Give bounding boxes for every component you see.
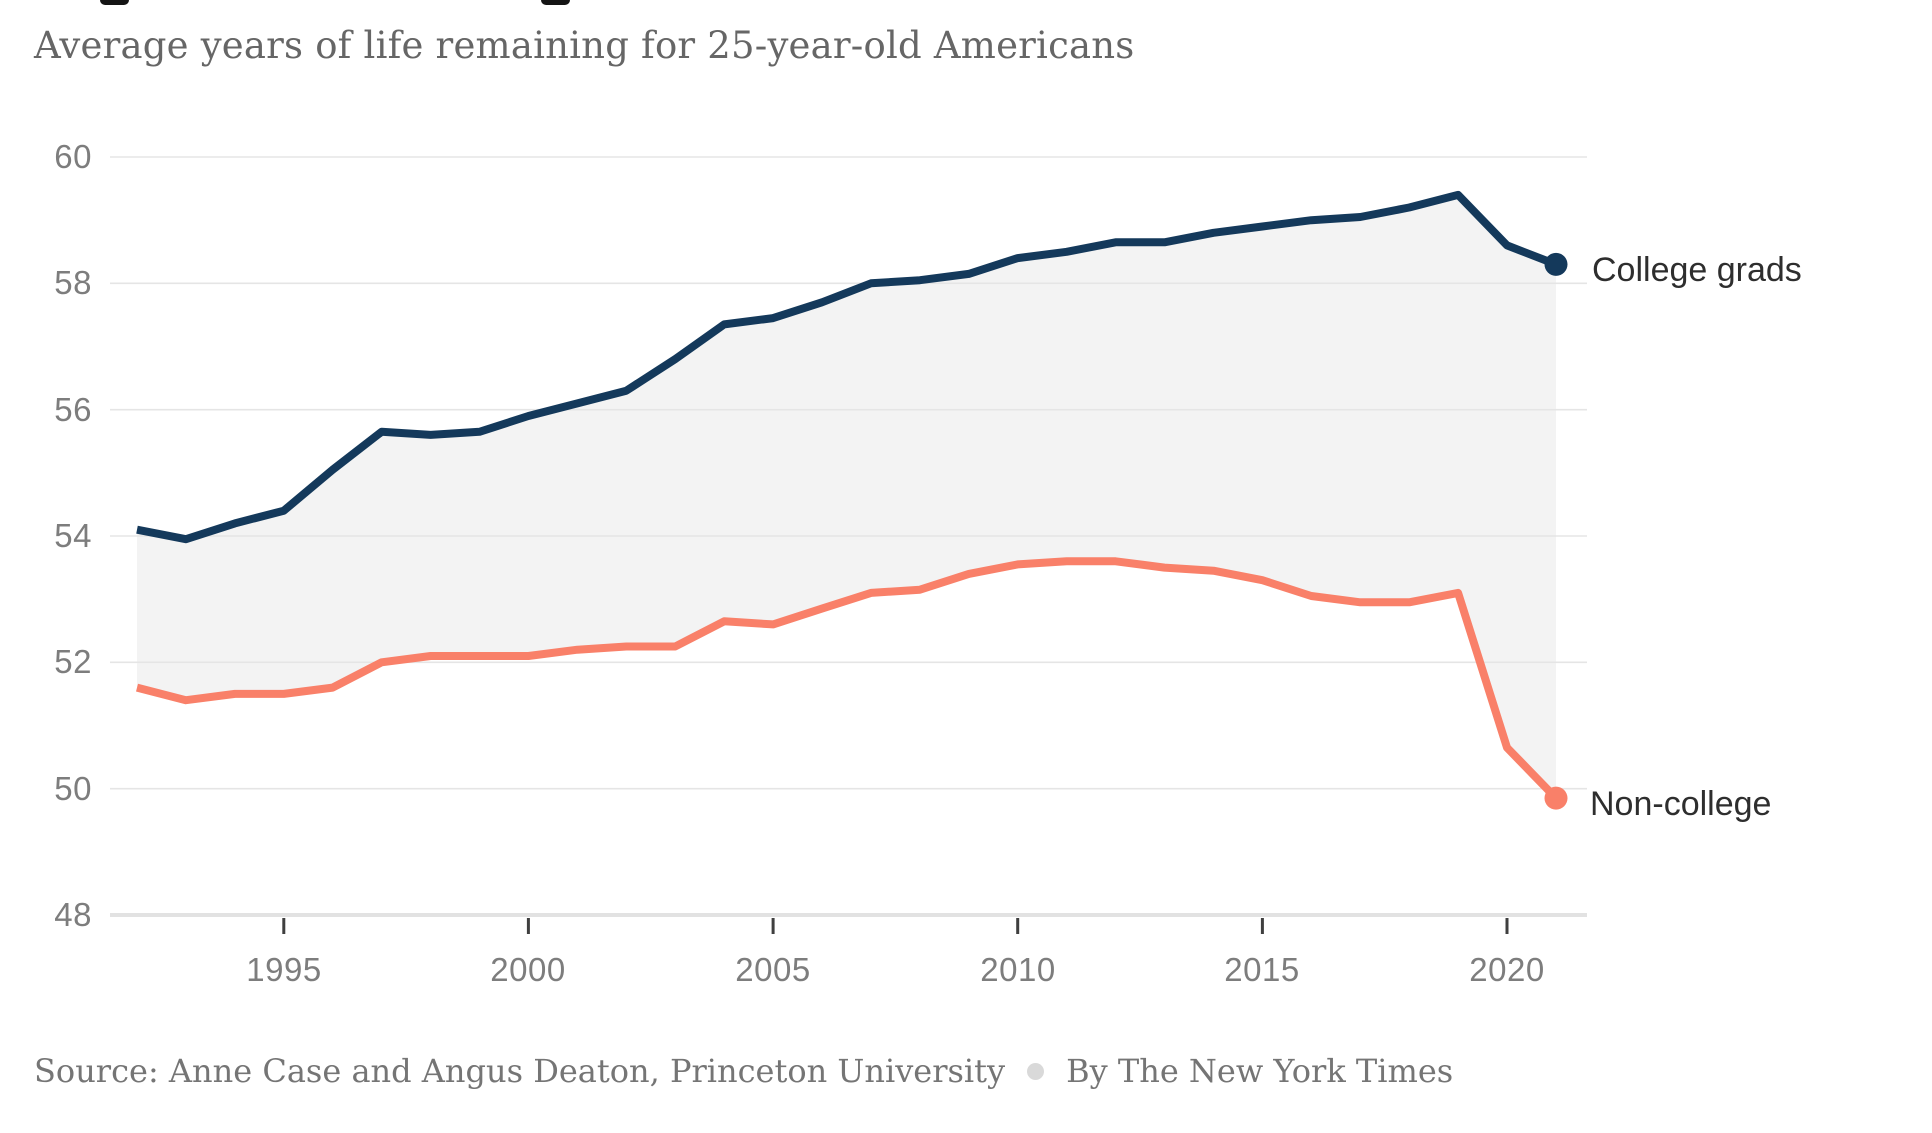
line-series-college-grads <box>136 190 1558 544</box>
x-tick-label-2020: 2020 <box>1469 951 1545 988</box>
line-series-non-college <box>136 557 1559 801</box>
series-label-non-college: Non-college <box>1590 785 1772 823</box>
y-tick-label-54: 54 <box>54 517 92 554</box>
y-tick-label-56: 56 <box>54 391 92 428</box>
y-tick-label-52: 52 <box>54 643 92 680</box>
y-tick-label-58: 58 <box>54 264 92 301</box>
x-tick-label-2010: 2010 <box>980 951 1056 988</box>
x-tick-label-1995: 1995 <box>246 951 322 988</box>
chart-subtitle: Average years of life remaining for 25-y… <box>34 24 1135 67</box>
separator-dot-icon <box>1027 1062 1045 1080</box>
x-tick-label-2015: 2015 <box>1224 951 1300 988</box>
source-row: Source: Anne Case and Angus Deaton, Prin… <box>34 1052 1453 1090</box>
series-label-college-grads: College grads <box>1592 251 1802 289</box>
band-between-lines <box>137 194 1556 799</box>
end-dot-non-college <box>1544 786 1568 810</box>
x-tick-label-2005: 2005 <box>735 951 811 988</box>
headline-descender-mark <box>541 0 570 5</box>
end-dot-college-grads <box>1544 252 1568 276</box>
headline-descender-mark <box>100 0 129 5</box>
byline-text: By The New York Times <box>1066 1052 1454 1090</box>
y-tick-label-50: 50 <box>54 770 92 807</box>
x-tick-label-2000: 2000 <box>490 951 566 988</box>
y-tick-label-60: 60 <box>54 138 92 175</box>
source-text: Source: Anne Case and Angus Deaton, Prin… <box>34 1052 1006 1090</box>
y-tick-label-48: 48 <box>54 896 92 933</box>
